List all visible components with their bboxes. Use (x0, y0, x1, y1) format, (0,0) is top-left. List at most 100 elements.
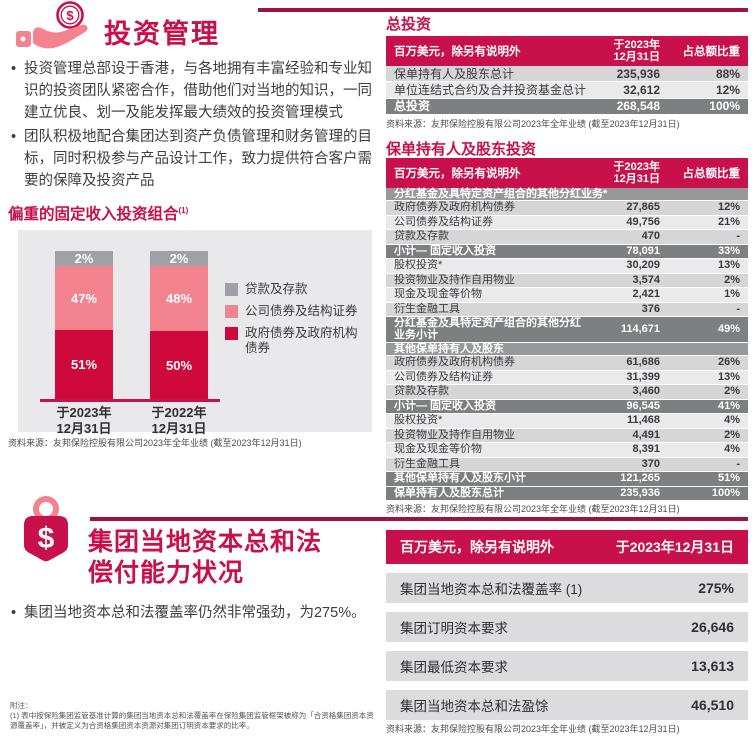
table-row: 政府债券及政府机构债券 61,686 26% (386, 356, 748, 371)
row-value: 49,756 (626, 215, 660, 228)
row-value: 8,391 (632, 443, 660, 456)
row-share: 100% (711, 486, 740, 499)
table-row: 公司债券及结构证券 49,756 21% (386, 215, 748, 230)
section-label: 分红基金及具特定资产组合的其他分红业务* (394, 187, 608, 200)
row-value: 3,574 (632, 273, 660, 286)
solvency-title: 集团当地资本总和法 偿付能力状况 (88, 527, 322, 589)
row-value: 376 (641, 302, 660, 315)
row-label: 集团当地资本总和法覆盖率 (1) (400, 582, 583, 597)
chart-title-footnote-ref: (1) (178, 205, 189, 215)
table-header-date: 于2023年12月31日 (615, 539, 734, 555)
table-row: 公司债券及结构证券 31,399 13% (386, 370, 748, 385)
category-label-line: 12月31日 (56, 421, 112, 436)
svg-text:$: $ (38, 522, 55, 555)
ph-sh-investment-table: 百万美元，除另有说明外 于2023年 12月31日 占总额比重 分红基金及具特定… (386, 158, 748, 501)
row-label: 股权投资* (394, 414, 443, 427)
table-row: 投资物业及持作自用物业 4,491 2% (386, 428, 748, 443)
bar-segment: 2% (150, 251, 208, 266)
row-share: 51% (717, 472, 740, 485)
row-value: 3,460 (632, 385, 660, 398)
svg-text:$: $ (66, 8, 74, 23)
row-label: 政府债券及政府机构债券 (394, 356, 515, 369)
row-label: 投资物业及持作自用物业 (394, 428, 515, 441)
table-row: 现金及现金等价物 8,391 4% (386, 443, 748, 458)
row-label: 现金及现金等价物 (394, 443, 482, 456)
row-share: 4% (724, 414, 740, 427)
row-label: 贷款及存款 (394, 230, 449, 243)
date-line-1: 于2023年 (613, 161, 660, 173)
solvency-title-line-2: 偿付能力状况 (88, 559, 245, 587)
row-label: 政府债券及政府机构债券 (394, 201, 515, 214)
stacked-bar: 2% 47% 51% (55, 251, 113, 399)
stacked-bar: 2% 48% 50% (150, 251, 208, 399)
row-value: 26,646 (691, 619, 734, 635)
row-label: 贷款及存款 (394, 385, 449, 398)
row-share: 33% (717, 244, 740, 257)
table-row: 股权投资* 11,468 4% (386, 414, 748, 429)
row-share: 12% (717, 201, 740, 214)
row-share: - (736, 302, 740, 315)
category-label-line: 于2022年 (151, 405, 207, 420)
row-share: 4% (724, 443, 740, 456)
row-label: 分红基金及具特定资产组合的其他分红业务小计 (394, 317, 581, 341)
table-row: 保单持有人及股东总计 235,936 88% (386, 66, 748, 83)
portfolio-chart: 2% 47% 51% 2% 48% 50% 于2023年 12月31日 于2022年 12月31… (18, 230, 372, 436)
bar-segment: 51% (55, 330, 113, 399)
solvency-bullets: 集团当地资本总和法覆盖率仍然非常强劲，为275%。 (10, 602, 374, 626)
table-header-date: 于2023年 12月31日 (590, 161, 660, 185)
section-label: 其他保单持有人及股东 (394, 342, 504, 355)
table-row: 衍生金融工具 370 - (386, 457, 748, 472)
bottom-divider-line (90, 517, 748, 521)
legend-swatch (225, 305, 238, 318)
bullet-item: 团队积极地配合集团达到资产负债管理和财务管理的目标，同时积极参与产品设计工作，致… (10, 126, 372, 192)
legend-label: 贷款及存款 (245, 282, 308, 296)
row-label: 现金及现金等价物 (394, 288, 482, 301)
row-value: 11,468 (626, 414, 660, 427)
table-row: 投资物业及持作自用物业 3,574 2% (386, 273, 748, 288)
table-row: 股权投资* 30,209 13% (386, 259, 748, 274)
row-share: - (736, 230, 740, 243)
legend-swatch (225, 327, 238, 340)
row-label: 单位连结式合约及合并投资基金总计 (394, 82, 587, 97)
row-share: - (736, 457, 740, 470)
table-header-share: 占总额比重 (682, 168, 741, 180)
bar-segment: 47% (55, 266, 113, 330)
bar-segment: 50% (150, 331, 208, 399)
row-label: 集团最低资本要求 (400, 660, 508, 675)
row-value: 121,265 (620, 472, 660, 485)
table-header: 百万美元，除另有说明外 于2023年 12月31日 占总额比重 (386, 158, 748, 188)
bar-segment: 48% (150, 266, 208, 331)
row-label: 公司债券及结构证券 (394, 215, 493, 228)
table-source: 资料来源：友邦保险控股有限公司2023年全年业绩 (截至2023年12月31日) (386, 724, 680, 734)
table-row: 其他保单持有人及股东小计 121,265 51% (386, 472, 748, 487)
row-share: 2% (724, 428, 740, 441)
table-header-units: 百万美元，除另有说明外 (394, 168, 521, 180)
table-header-date: 于2023年 12月31日 (590, 39, 660, 63)
row-share: 1% (724, 288, 740, 301)
x-axis-line (40, 399, 220, 402)
legend-label: 公司债券及结构证券 (245, 304, 358, 318)
row-share: 2% (724, 385, 740, 398)
date-line-2: 12月31日 (613, 51, 660, 63)
row-share: 21% (717, 215, 740, 228)
row-value: 30,209 (626, 259, 660, 272)
chart-title: 偏重的固定收入投资组合(1) (8, 202, 188, 224)
solvency-title-line-1: 集团当地资本总和法 (88, 528, 323, 556)
table-body: 集团当地资本总和法覆盖率 (1) 275% 集团订明资本要求 26,646 集团最低资本… (386, 573, 748, 720)
row-value: 96,545 (626, 399, 660, 412)
row-share: 2% (724, 273, 740, 286)
row-label: 保单持有人及股东总计 (394, 66, 515, 81)
legend-item: 贷款及存款 (225, 282, 367, 297)
row-value: 235,936 (620, 486, 660, 499)
ph-sh-investment-title: 保单持有人及股东投资 (386, 141, 537, 158)
category-label-line: 12月31日 (151, 421, 207, 436)
row-share: 100% (709, 99, 740, 114)
row-label: 其他保单持有人及股东小计 (394, 472, 526, 485)
table-body: 分红基金及具特定资产组合的其他分红业务* 政府债券及政府机构债券 27,865 12%… (386, 188, 748, 501)
row-value: 4,491 (632, 428, 660, 441)
chart-title-text: 偏重的固定收入投资组合 (8, 206, 179, 223)
row-label: 股权投资* (394, 259, 443, 272)
table-row: 政府债券及政府机构债券 27,865 12% (386, 201, 748, 216)
row-label: 公司债券及结构证券 (394, 370, 493, 383)
row-share: 13% (717, 370, 740, 383)
